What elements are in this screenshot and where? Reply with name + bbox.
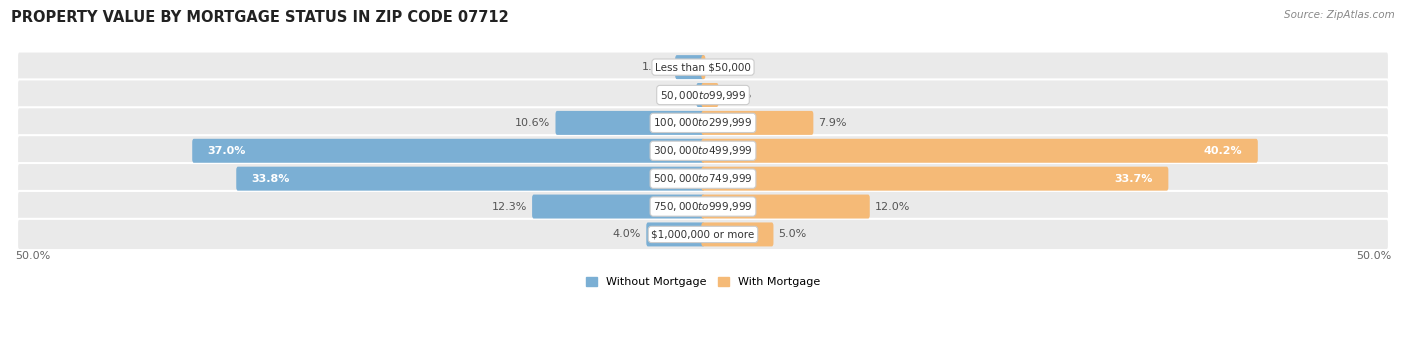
FancyBboxPatch shape: [555, 111, 704, 135]
Text: PROPERTY VALUE BY MORTGAGE STATUS IN ZIP CODE 07712: PROPERTY VALUE BY MORTGAGE STATUS IN ZIP…: [11, 10, 509, 25]
FancyBboxPatch shape: [702, 222, 773, 246]
FancyBboxPatch shape: [17, 135, 1389, 166]
Text: 33.8%: 33.8%: [252, 174, 290, 184]
FancyBboxPatch shape: [17, 107, 1389, 138]
FancyBboxPatch shape: [17, 163, 1389, 194]
FancyBboxPatch shape: [647, 222, 704, 246]
Text: 40.2%: 40.2%: [1204, 146, 1243, 156]
FancyBboxPatch shape: [531, 194, 704, 219]
FancyBboxPatch shape: [675, 55, 704, 79]
Text: Source: ZipAtlas.com: Source: ZipAtlas.com: [1284, 10, 1395, 20]
Text: 7.9%: 7.9%: [818, 118, 846, 128]
Text: $50,000 to $99,999: $50,000 to $99,999: [659, 88, 747, 102]
FancyBboxPatch shape: [17, 191, 1389, 222]
Text: 12.0%: 12.0%: [875, 202, 910, 211]
Text: 50.0%: 50.0%: [15, 251, 51, 261]
Text: $100,000 to $299,999: $100,000 to $299,999: [654, 116, 752, 130]
FancyBboxPatch shape: [696, 83, 704, 107]
FancyBboxPatch shape: [702, 139, 1258, 163]
Text: $1,000,000 or more: $1,000,000 or more: [651, 230, 755, 239]
FancyBboxPatch shape: [702, 83, 718, 107]
Text: $300,000 to $499,999: $300,000 to $499,999: [654, 144, 752, 157]
FancyBboxPatch shape: [702, 111, 813, 135]
Text: $500,000 to $749,999: $500,000 to $749,999: [654, 172, 752, 185]
Text: 1.0%: 1.0%: [724, 90, 752, 100]
Text: 12.3%: 12.3%: [492, 202, 527, 211]
Text: 0.05%: 0.05%: [710, 62, 745, 72]
FancyBboxPatch shape: [17, 51, 1389, 83]
FancyBboxPatch shape: [193, 139, 704, 163]
Text: Less than $50,000: Less than $50,000: [655, 62, 751, 72]
FancyBboxPatch shape: [702, 167, 1168, 191]
Text: $750,000 to $999,999: $750,000 to $999,999: [654, 200, 752, 213]
Text: 10.6%: 10.6%: [515, 118, 550, 128]
Text: 37.0%: 37.0%: [208, 146, 246, 156]
Text: 50.0%: 50.0%: [1355, 251, 1391, 261]
Text: 1.9%: 1.9%: [641, 62, 671, 72]
FancyBboxPatch shape: [236, 167, 704, 191]
Text: 5.0%: 5.0%: [779, 230, 807, 239]
FancyBboxPatch shape: [17, 80, 1389, 110]
Text: 0.36%: 0.36%: [657, 90, 692, 100]
Legend: Without Mortgage, With Mortgage: Without Mortgage, With Mortgage: [582, 273, 824, 292]
Text: 33.7%: 33.7%: [1115, 174, 1153, 184]
FancyBboxPatch shape: [702, 55, 706, 79]
FancyBboxPatch shape: [17, 219, 1389, 250]
Text: 4.0%: 4.0%: [613, 230, 641, 239]
FancyBboxPatch shape: [702, 194, 870, 219]
